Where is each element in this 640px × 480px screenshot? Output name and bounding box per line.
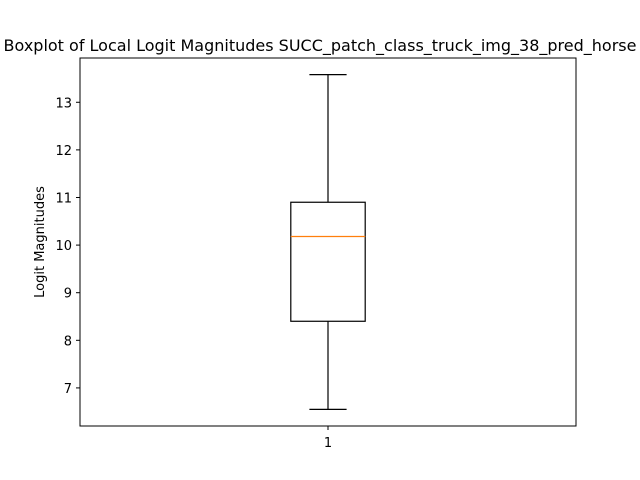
y-axis-title: Logit Magnitudes bbox=[33, 186, 48, 298]
y-tick-label: 11 bbox=[55, 191, 72, 206]
plot-frame bbox=[79, 57, 577, 427]
y-tick-label: 13 bbox=[55, 96, 72, 111]
y-tick-label: 8 bbox=[64, 334, 72, 349]
axis-ticks: 7 8 9 10 11 12 13 1 bbox=[55, 96, 332, 451]
y-tick-label: 10 bbox=[55, 239, 72, 254]
x-tick-label: 1 bbox=[324, 436, 332, 451]
y-tick-label: 9 bbox=[64, 287, 72, 302]
y-tick-label: 12 bbox=[55, 144, 72, 159]
y-tick-label: 7 bbox=[64, 382, 72, 397]
chart-title: Boxplot of Local Logit Magnitudes SUCC_p… bbox=[4, 36, 637, 56]
iqr-box bbox=[290, 201, 366, 322]
box-marks bbox=[290, 74, 366, 410]
